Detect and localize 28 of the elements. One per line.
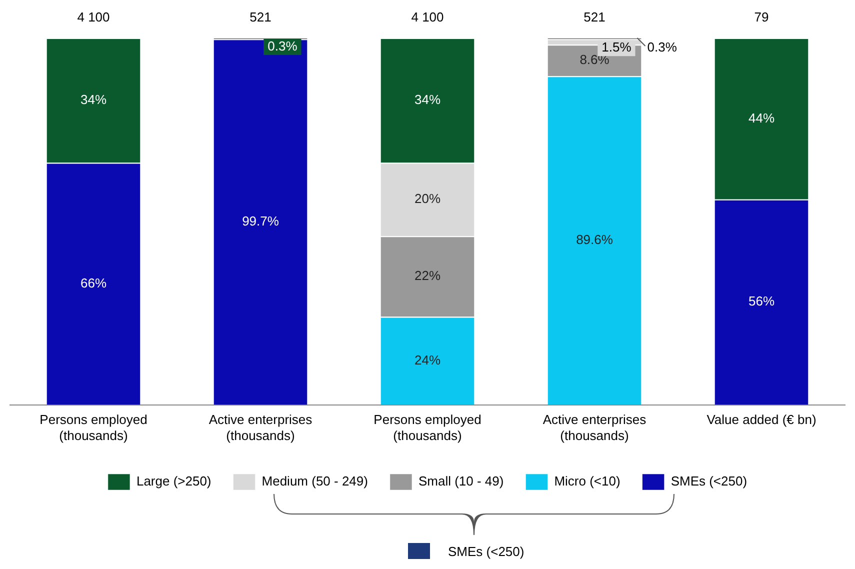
text: 4 100 (411, 10, 444, 25)
legend-label: Medium (50 - 249) (262, 474, 368, 489)
data-label: 22% (414, 268, 441, 283)
x-tick-label: Active enterprises (thousands) (208, 412, 313, 443)
x-tick-label: Value added (€ bn) (706, 412, 816, 428)
text: 521 (584, 10, 606, 25)
text: 521 (250, 10, 272, 25)
x-tick-label: Active enterprises (thousands) (542, 412, 647, 443)
text: SMEs (<250) (448, 544, 524, 558)
x-tick-label: Persons employed (thousands) (40, 412, 148, 443)
data-label: 44% (748, 110, 775, 126)
text: 79 (754, 10, 769, 25)
legend-label: Small (10 - 49) (418, 474, 504, 489)
legend-label: SMEs (<250) (670, 474, 748, 489)
data-label: 89.6% (576, 232, 614, 248)
data-label: 56% (748, 294, 775, 309)
data-label: 34% (80, 92, 107, 107)
legend-label: Large (>250) (136, 474, 212, 489)
legend-label: Micro (<10) (554, 474, 620, 489)
data-label: 34% (414, 92, 441, 107)
data-label: 0.3% (647, 40, 678, 55)
x-tick-label: Persons employed (thousands) (374, 412, 482, 443)
data-label: 66% (80, 275, 107, 290)
data-label: 0.3% (268, 38, 298, 54)
data-label: 20% (414, 190, 441, 206)
data-label: 24% (414, 352, 441, 368)
text: 4 100 (77, 10, 110, 25)
data-label: 99.7% (242, 214, 280, 229)
